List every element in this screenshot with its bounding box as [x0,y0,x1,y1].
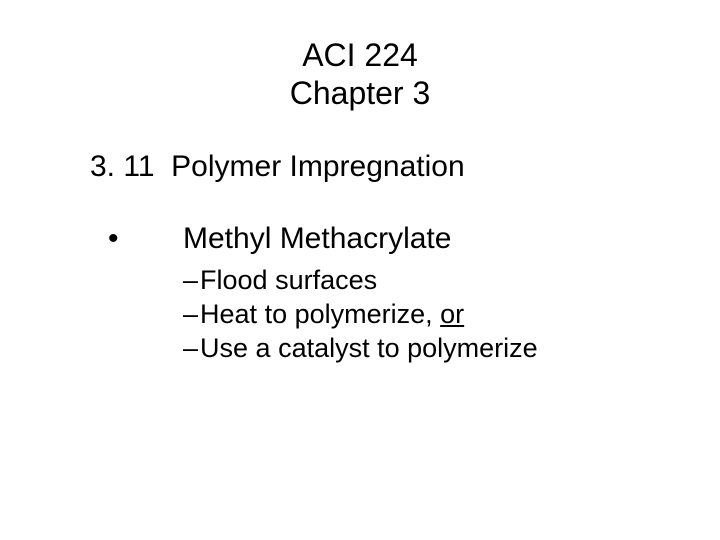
sub-item-2-pre: Heat to polymerize, [200,299,440,329]
slide-title: ACI 224 Chapter 3 [0,36,720,113]
sub-item-1-text: Flood surfaces [200,265,377,295]
title-line-2: Chapter 3 [0,74,720,112]
section-number: 3. 11 [90,150,155,183]
dash-icon: – [183,332,198,366]
sub-item-3: –Use a catalyst to polymerize [183,332,538,366]
dash-icon: – [183,264,198,298]
dash-icon: – [183,298,198,332]
bullet-marker: • [108,222,183,256]
bullet-text: Methyl Methacrylate [183,222,451,256]
sub-bullet-list: –Flood surfaces –Heat to polymerize, or … [183,264,538,365]
section-heading: 3. 11 Polymer Impregnation [90,150,465,184]
sub-item-2-underlined: or [440,299,464,329]
sub-item-3-text: Use a catalyst to polymerize [200,333,538,363]
sub-item-1: –Flood surfaces [183,264,538,298]
title-line-1: ACI 224 [0,36,720,74]
bullet-item: •Methyl Methacrylate [108,222,451,256]
sub-item-2: –Heat to polymerize, or [183,298,538,332]
section-label: Polymer Impregnation [171,150,464,183]
